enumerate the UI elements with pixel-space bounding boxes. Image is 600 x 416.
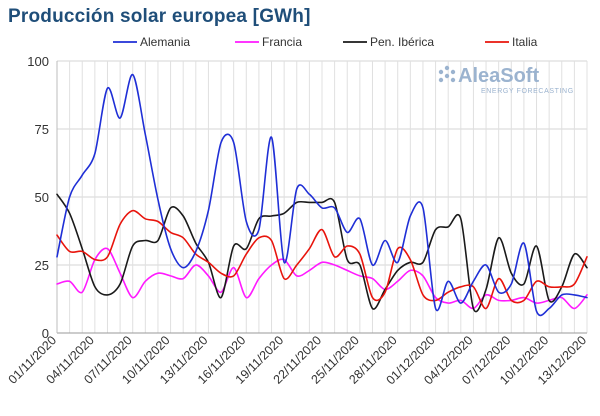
series-line-alemania bbox=[56, 73, 588, 317]
legend-label-pen-ib-rica: Pen. Ibérica bbox=[370, 35, 434, 49]
y-tick-label: 25 bbox=[35, 258, 49, 273]
series-lines bbox=[56, 73, 588, 317]
y-tick-label: 0 bbox=[42, 326, 49, 341]
watermark-brand: AleaSoft bbox=[458, 65, 539, 87]
watermark-tagline: ENERGY FORECASTING bbox=[481, 88, 574, 95]
aleasoft-watermark: AleaSoft ENERGY FORECASTING bbox=[438, 65, 574, 95]
chart-title: Producción solar europea [GWh] bbox=[8, 6, 311, 27]
aleasoft-logo-icon bbox=[438, 65, 456, 83]
series-line-pen-ib-rica bbox=[56, 193, 588, 313]
grid bbox=[56, 60, 588, 334]
series-line-italia bbox=[56, 209, 588, 310]
legend-label-alemania: Alemania bbox=[140, 35, 190, 49]
axes: 025507510001/11/202004/11/202007/11/2020… bbox=[6, 54, 590, 387]
y-tick-label: 50 bbox=[35, 190, 49, 205]
series-line-francia bbox=[56, 247, 588, 310]
legend: Alemania Francia Pen. Ibérica Italia bbox=[113, 35, 538, 49]
legend-label-francia: Francia bbox=[262, 35, 302, 49]
y-tick-label: 75 bbox=[35, 122, 49, 137]
legend-label-italia: Italia bbox=[512, 35, 538, 49]
y-tick-label: 100 bbox=[27, 54, 49, 69]
